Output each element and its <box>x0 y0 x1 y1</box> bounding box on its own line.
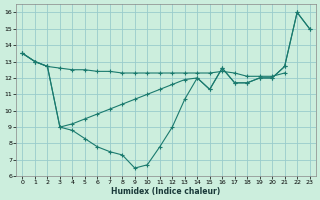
X-axis label: Humidex (Indice chaleur): Humidex (Indice chaleur) <box>111 187 221 196</box>
